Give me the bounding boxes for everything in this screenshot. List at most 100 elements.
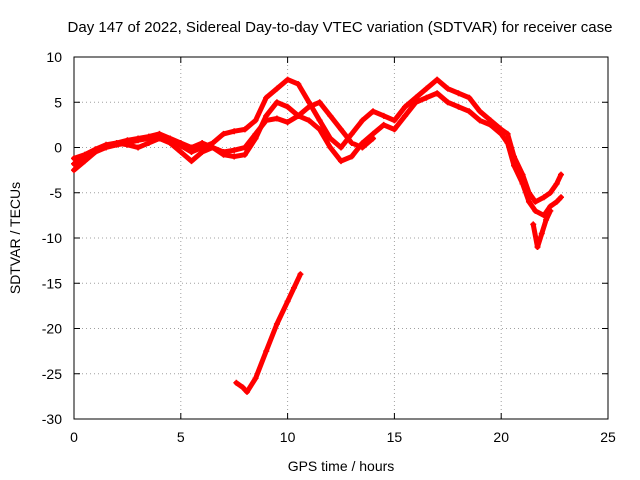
- data-point: [231, 128, 238, 135]
- data-point: [553, 180, 560, 187]
- data-point: [455, 103, 462, 110]
- data-point: [239, 384, 246, 391]
- data-point: [263, 117, 270, 124]
- data-point: [380, 121, 387, 128]
- data-point: [177, 139, 184, 146]
- y-tick-label: -30: [42, 411, 62, 427]
- data-point: [338, 144, 344, 151]
- data-point: [444, 85, 451, 92]
- data-point: [199, 139, 206, 146]
- data-point: [71, 167, 77, 174]
- data-point: [338, 126, 344, 133]
- data-point: [244, 388, 251, 395]
- x-tick-label: 0: [70, 429, 78, 445]
- data-point: [135, 144, 142, 151]
- data-point: [188, 158, 195, 165]
- data-point: [327, 112, 334, 119]
- data-point: [252, 130, 259, 137]
- data-point: [558, 171, 565, 178]
- series-1-line: [71, 77, 564, 205]
- chart-title: Day 147 of 2022, Sidereal Day-to-day VTE…: [68, 19, 613, 36]
- data-point: [547, 207, 554, 214]
- data-point: [231, 147, 238, 154]
- grid: [74, 57, 608, 419]
- data-point: [532, 207, 539, 214]
- data-point: [284, 119, 291, 126]
- data-point: [103, 141, 110, 148]
- data-point: [402, 112, 409, 119]
- data-point: [476, 117, 483, 124]
- data-point: [423, 85, 430, 92]
- data-point: [220, 130, 227, 137]
- data-point: [530, 221, 537, 228]
- data-point: [348, 130, 355, 137]
- x-tick-label: 15: [387, 429, 403, 445]
- data-point: [241, 126, 248, 133]
- data-point: [476, 108, 483, 115]
- data-point: [391, 126, 398, 133]
- data-point: [444, 99, 451, 106]
- data-point: [188, 144, 195, 151]
- y-tick-label: 0: [54, 140, 62, 156]
- x-tick-label: 10: [280, 429, 296, 445]
- data-point: [291, 284, 298, 291]
- data-point: [305, 103, 312, 110]
- data-point: [525, 198, 532, 205]
- axis-ticks: 0 5 10 15 20 25 10 5 0 -5 -10 -15 -20 -25 -30: [42, 49, 616, 445]
- data-point: [252, 375, 259, 382]
- data-point: [487, 121, 494, 128]
- data-point: [92, 146, 99, 153]
- data-point: [504, 139, 511, 146]
- data-point: [284, 298, 291, 305]
- data-point: [199, 149, 206, 156]
- data-point: [370, 108, 377, 115]
- data-point: [71, 160, 77, 167]
- y-tick-label: -10: [42, 230, 62, 246]
- data-point: [348, 139, 355, 146]
- data-point: [145, 139, 152, 146]
- x-tick-label: 25: [600, 429, 616, 445]
- data-point: [380, 112, 387, 119]
- data-point: [434, 76, 441, 83]
- data-point: [511, 162, 518, 169]
- data-point: [316, 99, 323, 106]
- data-point: [263, 94, 270, 101]
- data-point: [220, 149, 227, 156]
- data-point: [252, 117, 259, 124]
- data-point: [519, 180, 526, 187]
- data-point: [297, 271, 304, 278]
- data-point: [547, 189, 554, 196]
- data-point: [538, 230, 545, 237]
- data-point: [532, 198, 539, 205]
- series-2-line: [71, 90, 564, 218]
- data-point: [273, 115, 280, 122]
- data-point: [241, 151, 248, 158]
- y-axis-label: SDTVAR / TECUs: [7, 182, 23, 294]
- data-point: [391, 117, 398, 124]
- data-point: [348, 153, 355, 160]
- x-axis-label: GPS time / hours: [288, 458, 395, 474]
- data-point: [135, 135, 142, 142]
- data-point: [504, 130, 511, 137]
- data-point: [466, 108, 473, 115]
- data-point: [540, 194, 547, 201]
- data-point: [553, 198, 560, 205]
- data-point: [233, 379, 240, 386]
- data-point: [273, 99, 280, 106]
- data-point: [273, 85, 280, 92]
- data-series: [71, 76, 565, 395]
- data-point: [231, 153, 238, 160]
- data-point: [359, 117, 366, 124]
- y-tick-label: -20: [42, 321, 62, 337]
- data-point: [316, 117, 323, 124]
- data-point: [263, 348, 270, 355]
- data-point: [145, 133, 152, 140]
- y-tick-label: -15: [42, 275, 62, 291]
- data-point: [316, 126, 323, 133]
- y-tick-label: -5: [50, 185, 63, 201]
- data-point: [359, 144, 366, 151]
- data-point: [498, 130, 505, 137]
- data-point: [284, 76, 291, 83]
- data-point: [113, 139, 120, 146]
